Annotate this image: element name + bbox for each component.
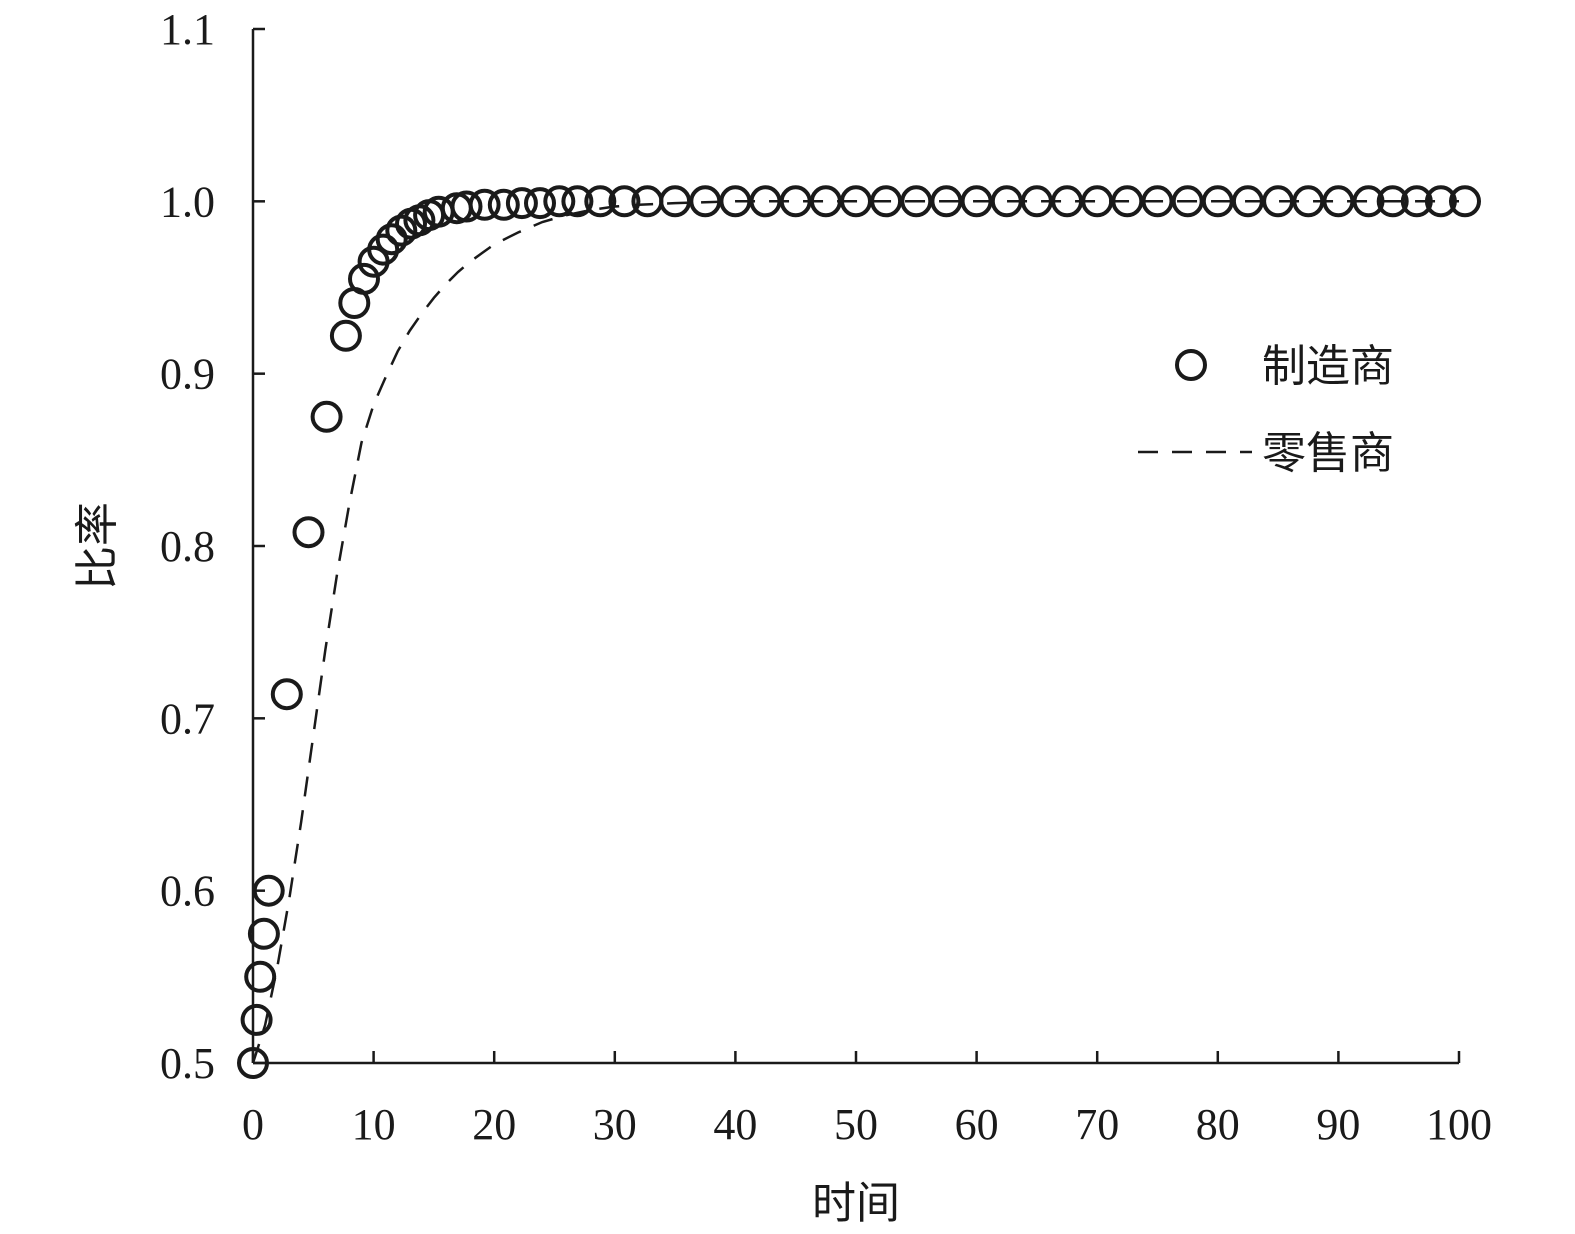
y-axis-title: 比率	[72, 502, 123, 590]
y-tick-label: 0.8	[160, 522, 215, 571]
x-tick-label: 50	[834, 1100, 878, 1149]
data-point-manufacturer	[244, 960, 277, 993]
data-point-manufacturer	[1322, 185, 1355, 218]
data-point-manufacturer	[450, 190, 483, 223]
data-point-manufacturer	[1292, 185, 1325, 218]
data-point-manufacturer	[1051, 185, 1084, 218]
data-point-manufacturer	[719, 185, 752, 218]
data-point-manufacturer	[1111, 185, 1144, 218]
x-axis-title: 时间	[812, 1178, 900, 1229]
data-point-manufacturer	[960, 185, 993, 218]
data-point-manufacturer	[809, 185, 842, 218]
data-point-manufacturer	[375, 223, 408, 256]
y-tick-label: 0.6	[160, 867, 215, 916]
data-point-manufacturer	[659, 185, 692, 218]
y-tick-label: 1.0	[160, 177, 215, 226]
x-tick-label: 20	[472, 1100, 516, 1149]
y-tick-label: 1.1	[160, 5, 215, 54]
data-point-manufacturer	[930, 185, 963, 218]
data-point-manufacturer	[524, 187, 556, 220]
data-point-manufacturer	[990, 185, 1023, 218]
data-point-manufacturer	[840, 185, 872, 218]
data-point-manufacturer	[487, 188, 520, 221]
y-tick-label: 0.5	[160, 1039, 215, 1088]
data-point-manufacturer	[689, 185, 722, 218]
x-tick-label: 30	[593, 1100, 637, 1149]
data-point-manufacturer	[310, 400, 343, 433]
data-point-manufacturer	[900, 185, 933, 218]
data-point-manufacturer	[1081, 185, 1114, 218]
legend-label-manufacturer: 制造商	[1262, 341, 1394, 392]
data-point-manufacturer	[237, 1047, 269, 1079]
axes	[251, 29, 1459, 1065]
data-point-manufacturer	[1262, 185, 1295, 218]
legend: 制造商 零售商	[1138, 341, 1394, 479]
data-point-manufacturer	[240, 1003, 273, 1036]
x-tick-label: 40	[713, 1100, 757, 1149]
plot-area	[237, 185, 1481, 1079]
data-point-manufacturer	[1231, 185, 1264, 218]
x-tick-label: 100	[1426, 1100, 1492, 1149]
data-point-manufacturer	[1376, 185, 1409, 218]
data-point-manufacturer	[505, 187, 538, 220]
legend-marker-manufacturer	[1175, 349, 1207, 381]
data-point-manufacturer	[1201, 185, 1234, 218]
data-point-manufacturer	[329, 319, 362, 352]
data-point-manufacturer	[561, 185, 594, 218]
data-point-manufacturer	[247, 917, 280, 950]
data-point-manufacturer	[584, 185, 617, 218]
x-axis-ticks: 0 10 20 30 40 50 60 70 80 90 100	[242, 1051, 1492, 1149]
data-point-manufacturer	[252, 874, 285, 907]
data-point-manufacturer	[367, 233, 400, 266]
y-tick-label: 0.7	[160, 694, 215, 743]
data-point-manufacturer	[1141, 185, 1174, 218]
x-tick-label: 0	[242, 1100, 264, 1149]
data-point-manufacturer	[749, 185, 782, 218]
data-point-manufacturer	[1171, 185, 1204, 218]
data-point-manufacturer	[870, 185, 903, 218]
data-point-manufacturer	[543, 185, 576, 218]
data-point-manufacturer	[348, 262, 380, 295]
x-tick-label: 60	[955, 1100, 999, 1149]
series-line-retailer	[251, 200, 1459, 1064]
data-point-manufacturer	[1424, 185, 1457, 218]
legend-label-retailer: 零售商	[1262, 428, 1394, 479]
data-point-manufacturer	[1400, 185, 1433, 218]
y-axis-ticks: 0.5 0.6 0.7 0.8 0.9 1.0 1.1	[160, 5, 265, 1088]
data-point-manufacturer	[608, 185, 641, 218]
data-point-manufacturer	[1020, 185, 1053, 218]
data-point-manufacturer	[292, 516, 325, 549]
data-point-manufacturer	[1449, 185, 1481, 218]
data-point-manufacturer	[779, 185, 812, 218]
data-point-manufacturer	[1352, 185, 1385, 218]
x-tick-label: 10	[352, 1100, 396, 1149]
data-point-manufacturer	[468, 188, 501, 221]
x-tick-label: 70	[1075, 1100, 1119, 1149]
x-tick-label: 90	[1316, 1100, 1360, 1149]
y-tick-label: 0.9	[160, 350, 215, 399]
x-tick-label: 80	[1196, 1100, 1240, 1149]
data-point-manufacturer	[270, 678, 303, 711]
